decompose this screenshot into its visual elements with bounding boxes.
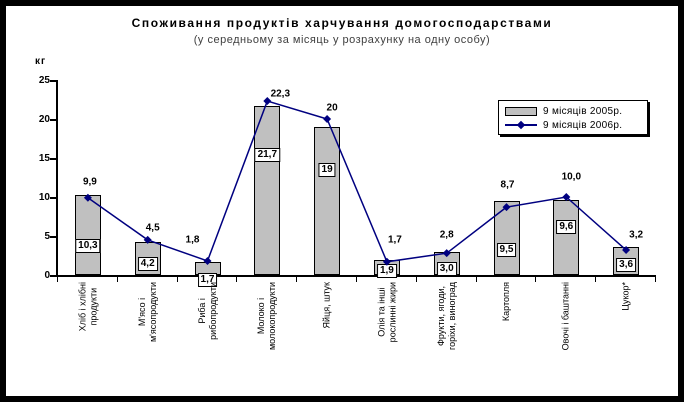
- plot-area: 0 5 10 15 20 25 10,3 4,2 1,7 21,7 19 1,9 3,0 9,5 9,6 3,…: [6, 6, 678, 396]
- bar-value-label: 3,0: [436, 262, 457, 276]
- y-tick: [50, 119, 58, 121]
- y-tick: [50, 236, 58, 238]
- bar-value-label: 9,5: [496, 243, 517, 257]
- x-category-label: Цукор*: [620, 282, 631, 311]
- x-tick: [655, 275, 656, 282]
- x-tick: [415, 275, 417, 282]
- y-tick-label: 20: [38, 114, 50, 125]
- y-tick: [50, 158, 58, 160]
- legend-label-2006: 9 місяців 2006р.: [543, 119, 623, 131]
- y-tick-label: 25: [38, 75, 50, 86]
- line-value-label: 9,9: [82, 176, 97, 188]
- line-value-label: 1,7: [387, 234, 402, 246]
- x-category-label: Хліб і хлібні продукти: [76, 282, 98, 332]
- y-tick-label: 0: [44, 270, 50, 281]
- line-value-label: 4,5: [145, 222, 160, 234]
- line-marker-icon: [143, 235, 152, 244]
- legend: 9 місяців 2005р. 9 місяців 2006р.: [498, 100, 648, 135]
- chart-title: Споживання продуктів харчування домогосп…: [131, 16, 553, 30]
- x-category-label: Фрукти, ягоди, горіхи, виноград: [435, 282, 457, 350]
- bar-value-label: 4,2: [137, 257, 158, 271]
- y-tick-label: 5: [44, 231, 50, 242]
- bar: [254, 105, 281, 275]
- x-tick: [296, 275, 298, 282]
- y-tick: [50, 197, 58, 199]
- x-tick: [57, 275, 58, 282]
- x-tick: [176, 275, 178, 282]
- bar-value-label: 1,7: [197, 273, 218, 287]
- x-category-label: Картопля: [501, 282, 511, 322]
- chart-subtitle: (у середньому за місяць у розрахунку на …: [193, 34, 491, 46]
- y-axis: [56, 80, 58, 277]
- bar: [74, 194, 101, 275]
- bar-value-label: 9,6: [556, 220, 577, 234]
- line-marker-icon: [203, 256, 212, 265]
- y-tick: [50, 80, 58, 82]
- line-value-label: 1,8: [185, 234, 200, 246]
- x-category-label: Олія та інші рослинні жири: [375, 282, 397, 343]
- y-tick-label: 10: [38, 192, 50, 203]
- x-tick: [116, 275, 118, 282]
- line-value-label: 3,2: [629, 229, 644, 241]
- bar: [314, 126, 341, 275]
- line-marker-icon: [323, 115, 332, 123]
- line-series-swatch-icon: [505, 120, 537, 130]
- x-category-label: Риба і рибопродукти: [196, 282, 218, 340]
- line-marker-icon: [622, 246, 631, 255]
- line-value-label: 2,8: [439, 229, 454, 241]
- bar-value-label: 10,3: [75, 239, 101, 253]
- y-tick: [50, 275, 58, 277]
- x-tick: [595, 275, 597, 282]
- x-tick: [236, 275, 238, 282]
- legend-item-2006: 9 місяців 2006р.: [505, 118, 643, 132]
- x-category-label: Овочі і баштанні: [560, 282, 571, 351]
- line-marker-icon: [442, 249, 451, 258]
- line-value-label: 8,7: [500, 179, 515, 191]
- line-value-label: 22,3: [270, 88, 291, 100]
- bar-value-label: 21,7: [254, 148, 281, 162]
- x-tick: [356, 275, 357, 282]
- diamond-marker-icon: [516, 120, 526, 130]
- bar-value-label: 3,6: [616, 258, 637, 272]
- y-tick-label: 15: [38, 153, 50, 164]
- legend-item-2005: 9 місяців 2005р.: [505, 104, 643, 118]
- x-tick: [475, 275, 477, 282]
- x-tick: [535, 275, 537, 282]
- line-marker-icon: [502, 203, 511, 212]
- x-category-label: Яйця, штук: [321, 282, 332, 329]
- line-marker-icon: [263, 97, 272, 106]
- x-category-label: Молоко і молокопродукти: [256, 282, 278, 351]
- bar-series-swatch-icon: [505, 106, 537, 116]
- line-marker-icon: [562, 193, 571, 201]
- x-category-label: М'ясо і м'ясопродукти: [136, 282, 158, 343]
- line-value-label: 20: [326, 102, 338, 114]
- line-marker-icon: [83, 193, 92, 202]
- line-series: [83, 97, 631, 266]
- bar: [553, 200, 580, 275]
- line-path: [87, 100, 627, 263]
- line-marker-icon: [382, 257, 391, 266]
- y-axis-unit-label: кг: [35, 56, 47, 67]
- line-value-label: 10,0: [561, 171, 582, 183]
- legend-label-2005: 9 місяців 2005р.: [543, 105, 623, 117]
- bar-value-label: 19: [318, 163, 336, 177]
